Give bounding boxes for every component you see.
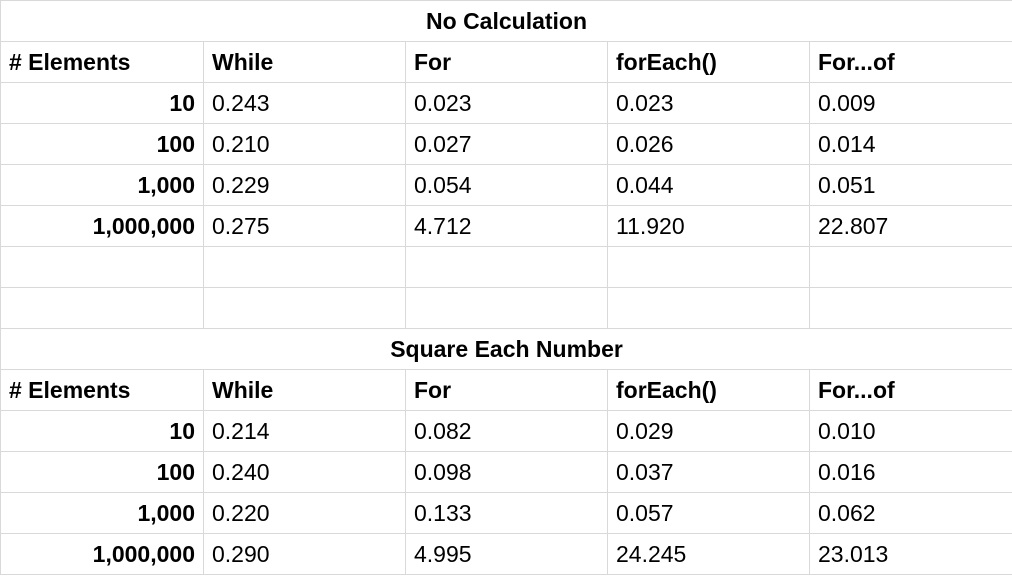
row-label-cell[interactable]: 10 <box>0 410 204 452</box>
value-cell[interactable]: 0.243 <box>203 82 406 124</box>
value-cell[interactable]: 0.220 <box>203 492 406 534</box>
spreadsheet-table: No Calculation # Elements While For forE… <box>0 0 1012 575</box>
value-cell[interactable]: 0.023 <box>607 82 810 124</box>
table-row: 100 0.210 0.027 0.026 0.014 <box>0 123 1012 165</box>
table-row: 10 0.243 0.023 0.023 0.009 <box>0 82 1012 124</box>
empty-cell[interactable] <box>808 246 1012 288</box>
value-cell[interactable]: 0.210 <box>203 123 406 165</box>
empty-row <box>0 246 1012 288</box>
header-cell-for[interactable]: For <box>405 41 608 83</box>
value-cell[interactable]: 0.051 <box>808 164 1012 206</box>
empty-cell[interactable] <box>808 287 1012 329</box>
row-label-cell[interactable]: 1,000 <box>0 492 204 534</box>
header-cell-foreach[interactable]: forEach() <box>607 41 810 83</box>
empty-cell[interactable] <box>0 287 204 329</box>
value-cell[interactable]: 22.807 <box>808 205 1012 247</box>
section-title-row: Square Each Number <box>0 328 1012 370</box>
empty-cell[interactable] <box>405 287 608 329</box>
header-cell-elements[interactable]: # Elements <box>0 41 204 83</box>
value-cell[interactable]: 0.275 <box>203 205 406 247</box>
empty-cell[interactable] <box>0 246 204 288</box>
value-cell[interactable]: 23.013 <box>808 533 1012 575</box>
value-cell[interactable]: 0.010 <box>808 410 1012 452</box>
table-row: 10 0.214 0.082 0.029 0.010 <box>0 410 1012 452</box>
value-cell[interactable]: 0.082 <box>405 410 608 452</box>
value-cell[interactable]: 11.920 <box>607 205 810 247</box>
table-row: 100 0.240 0.098 0.037 0.016 <box>0 451 1012 493</box>
value-cell[interactable]: 0.023 <box>405 82 608 124</box>
header-cell-while[interactable]: While <box>203 369 406 411</box>
header-cell-for-of[interactable]: For...of <box>808 369 1012 411</box>
value-cell[interactable]: 0.016 <box>808 451 1012 493</box>
row-label-cell[interactable]: 1,000,000 <box>0 205 204 247</box>
empty-cell[interactable] <box>607 287 810 329</box>
value-cell[interactable]: 0.133 <box>405 492 608 534</box>
value-cell[interactable]: 0.014 <box>808 123 1012 165</box>
empty-row <box>0 287 1012 329</box>
value-cell[interactable]: 0.062 <box>808 492 1012 534</box>
empty-cell[interactable] <box>405 246 608 288</box>
value-cell[interactable]: 0.037 <box>607 451 810 493</box>
header-cell-elements[interactable]: # Elements <box>0 369 204 411</box>
value-cell[interactable]: 0.054 <box>405 164 608 206</box>
value-cell[interactable]: 0.029 <box>607 410 810 452</box>
value-cell[interactable]: 24.245 <box>607 533 810 575</box>
table-row: 1,000,000 0.290 4.995 24.245 23.013 <box>0 533 1012 575</box>
value-cell[interactable]: 0.290 <box>203 533 406 575</box>
table-row: 1,000,000 0.275 4.712 11.920 22.807 <box>0 205 1012 247</box>
header-cell-for-of[interactable]: For...of <box>808 41 1012 83</box>
value-cell[interactable]: 4.712 <box>405 205 608 247</box>
value-cell[interactable]: 0.044 <box>607 164 810 206</box>
header-cell-for[interactable]: For <box>405 369 608 411</box>
value-cell[interactable]: 0.240 <box>203 451 406 493</box>
section-title-row: No Calculation <box>0 0 1012 42</box>
row-label-cell[interactable]: 1,000,000 <box>0 533 204 575</box>
table-row: 1,000 0.229 0.054 0.044 0.051 <box>0 164 1012 206</box>
row-label-cell[interactable]: 1,000 <box>0 164 204 206</box>
value-cell[interactable]: 0.229 <box>203 164 406 206</box>
header-cell-while[interactable]: While <box>203 41 406 83</box>
header-row: # Elements While For forEach() For...of <box>0 369 1012 411</box>
row-label-cell[interactable]: 100 <box>0 123 204 165</box>
value-cell[interactable]: 0.026 <box>607 123 810 165</box>
value-cell[interactable]: 0.009 <box>808 82 1012 124</box>
section-title[interactable]: No Calculation <box>0 0 1012 42</box>
table-row: 1,000 0.220 0.133 0.057 0.062 <box>0 492 1012 534</box>
empty-cell[interactable] <box>607 246 810 288</box>
value-cell[interactable]: 0.214 <box>203 410 406 452</box>
header-cell-foreach[interactable]: forEach() <box>607 369 810 411</box>
empty-cell[interactable] <box>203 287 406 329</box>
value-cell[interactable]: 4.995 <box>405 533 608 575</box>
row-label-cell[interactable]: 10 <box>0 82 204 124</box>
value-cell[interactable]: 0.057 <box>607 492 810 534</box>
header-row: # Elements While For forEach() For...of <box>0 41 1012 83</box>
value-cell[interactable]: 0.027 <box>405 123 608 165</box>
value-cell[interactable]: 0.098 <box>405 451 608 493</box>
row-label-cell[interactable]: 100 <box>0 451 204 493</box>
empty-cell[interactable] <box>203 246 406 288</box>
section-title[interactable]: Square Each Number <box>0 328 1012 370</box>
